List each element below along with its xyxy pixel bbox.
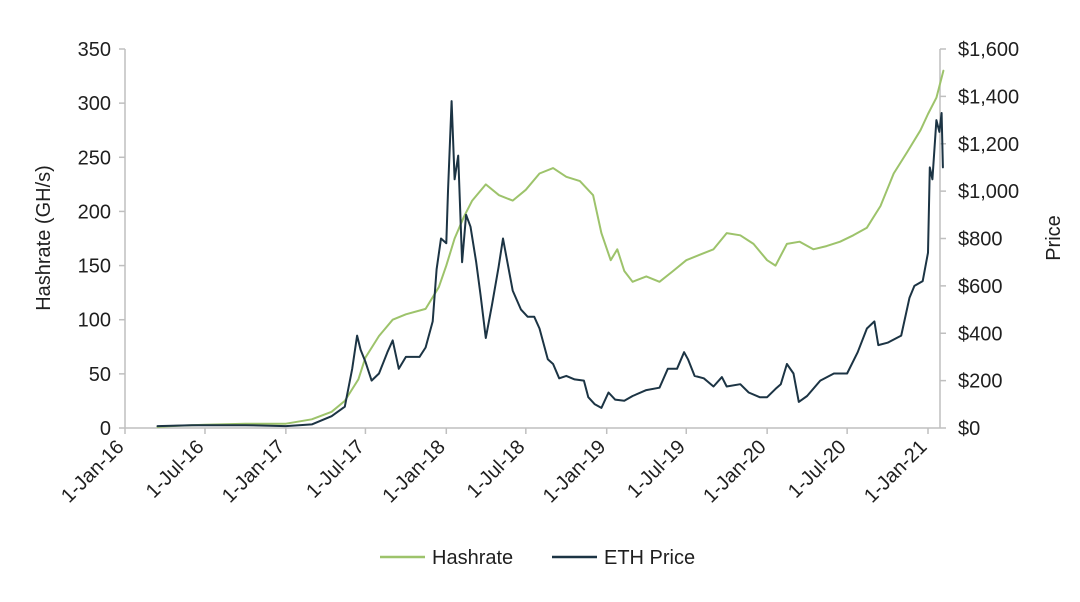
y-left-tick-label: 200 <box>78 201 111 223</box>
x-tick-label: 1-Jan-20 <box>699 436 770 507</box>
y-left-tick-label: 0 <box>100 418 111 440</box>
y-right-tick-label: $0 <box>958 418 980 440</box>
y-right-tick-label: $800 <box>958 229 1003 251</box>
y-right-tick-label: $1,600 <box>958 39 1019 61</box>
legend-label-hashrate: Hashrate <box>432 547 513 569</box>
y-left-tick-label: 300 <box>78 93 111 115</box>
y-right-tick-label: $1,200 <box>958 134 1019 156</box>
y-right-tick-label: $1,000 <box>958 181 1019 203</box>
legend-label-eth-price: ETH Price <box>604 547 695 569</box>
y-left-tick-label: 250 <box>78 147 111 169</box>
x-tick-label: 1-Jul-20 <box>784 436 851 503</box>
y-left-tick-label: 100 <box>78 310 111 332</box>
y-axis-right-title: Price <box>1043 215 1065 261</box>
x-tick-label: 1-Jan-21 <box>860 436 931 507</box>
y-right-tick-label: $200 <box>958 371 1003 393</box>
y-axis-left-title: Hashrate (GH/s) <box>33 165 55 311</box>
y-right-tick-label: $400 <box>958 323 1003 345</box>
y-left-tick-label: 50 <box>89 364 111 386</box>
eth-price-line <box>156 100 944 428</box>
x-tick-label: 1-Jul-18 <box>463 436 530 503</box>
series-lines <box>156 69 945 428</box>
y-right-tick-label: $600 <box>958 276 1003 298</box>
x-tick-label: 1-Jan-19 <box>539 436 610 507</box>
x-tick-label: 1-Jan-17 <box>218 436 289 507</box>
legend: Hashrate ETH Price <box>380 547 695 569</box>
x-tick-label: 1-Jan-18 <box>378 436 449 507</box>
axes: 0 50 100 150 200 250 300 350 $0 $200 $400 $600 $800 $… <box>33 39 1065 507</box>
y-left-tick-label: 350 <box>78 39 111 61</box>
y-left-tick-label: 150 <box>78 256 111 278</box>
x-tick-label: 1-Jul-16 <box>142 436 209 503</box>
y-right-tick-label: $1,400 <box>958 86 1019 108</box>
x-tick-label: 1-Jan-16 <box>57 436 128 507</box>
hashrate-line <box>156 69 945 428</box>
x-tick-label: 1-Jul-17 <box>302 436 369 503</box>
x-tick-label: 1-Jul-19 <box>623 436 690 503</box>
